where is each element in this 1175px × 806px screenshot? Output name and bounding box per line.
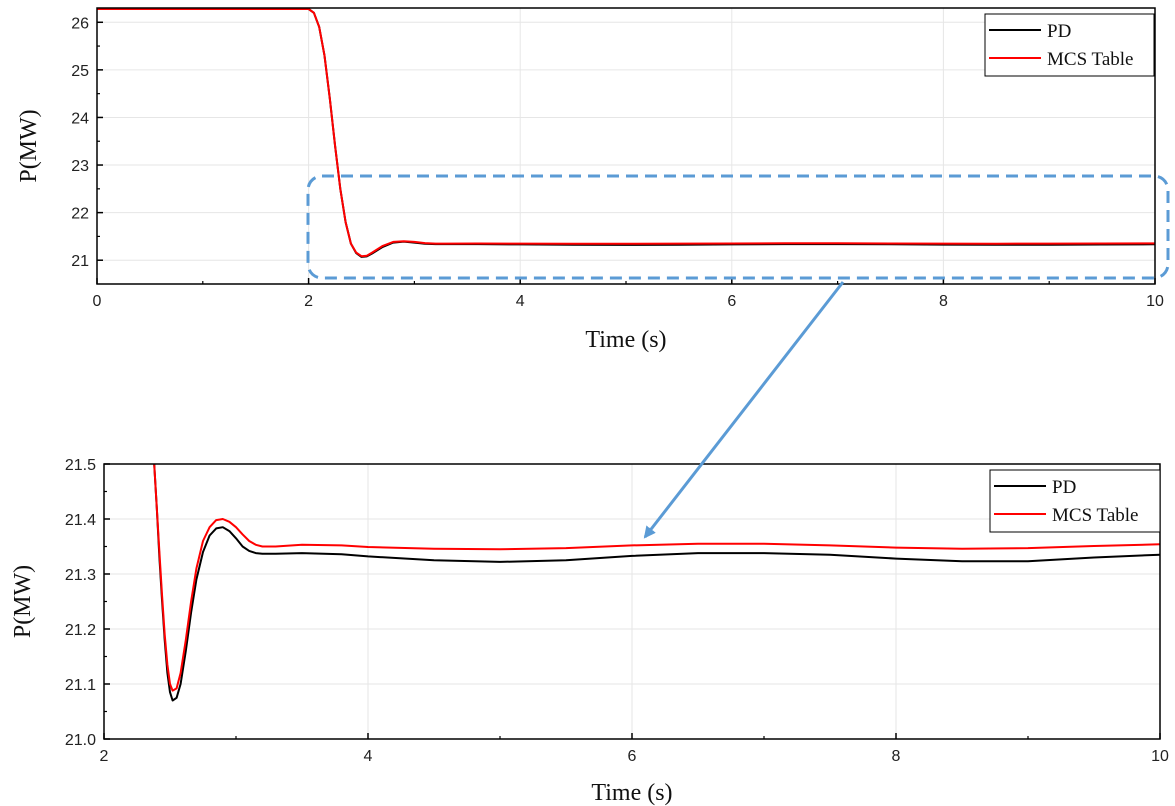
- top-series-line-mcs-table: [97, 8, 1155, 258]
- zoom-region-box: [306, 174, 1170, 280]
- bottom-series-line-mcs-table: [153, 464, 1160, 692]
- bottom-legend-box: [989, 469, 1161, 533]
- bottom-x-tick-label: 4: [364, 748, 373, 765]
- top-y-tick-label: 21: [71, 253, 89, 270]
- bottom-x-tick-label: 6: [628, 748, 637, 765]
- top-y-tick-label: 24: [71, 110, 89, 127]
- bottom-y-axis-title: P(MW): [10, 565, 36, 638]
- top-legend-label-mcs-table: MCS Table: [1047, 49, 1133, 70]
- top-y-tick-label: 26: [71, 15, 89, 32]
- bottom-x-tick-label: 2: [100, 748, 109, 765]
- top-y-axis-title: P(MW): [16, 109, 42, 182]
- bottom-ticks: 2 4 6 8 10 21.0 21.1 21.2 21.3 21.4 21.5: [65, 457, 1169, 765]
- top-legend-box: [984, 13, 1155, 77]
- top-series: [97, 8, 1155, 258]
- bottom-y-tick-label: 21.5: [65, 457, 96, 474]
- bottom-x-tick-label: 8: [892, 748, 901, 765]
- bottom-y-tick-label: 21.4: [65, 512, 96, 529]
- zoom-arrow: [643, 281, 845, 539]
- bottom-y-tick-label: 21.3: [65, 567, 96, 584]
- top-legend: PD MCS Table: [984, 13, 1155, 77]
- top-y-tick-label: 25: [71, 63, 89, 80]
- bottom-legend-label-pd: PD: [1052, 477, 1076, 498]
- top-x-tick-label: 4: [516, 293, 525, 310]
- top-x-tick-label: 10: [1146, 293, 1164, 310]
- bottom-y-tick-label: 21.1: [65, 677, 96, 694]
- top-y-tick-label: 23: [71, 158, 89, 175]
- bottom-x-axis-title: Time (s): [591, 780, 672, 806]
- bottom-legend-label-mcs-table: MCS Table: [1052, 505, 1138, 526]
- bottom-x-tick-label: 10: [1151, 748, 1169, 765]
- bottom-series: [153, 464, 1160, 702]
- top-x-tick-label: 6: [727, 293, 736, 310]
- top-x-tick-label: 2: [304, 293, 313, 310]
- bottom-y-tick-label: 21.0: [65, 732, 96, 749]
- bottom-legend: PD MCS Table: [989, 469, 1161, 533]
- top-y-tick-label: 22: [71, 206, 89, 223]
- top-x-tick-label: 8: [939, 293, 948, 310]
- top-x-axis-title: Time (s): [585, 327, 666, 353]
- top-x-tick-label: 0: [93, 293, 102, 310]
- bottom-y-tick-label: 21.2: [65, 622, 96, 639]
- bottom-series-line-pd: [153, 464, 1160, 702]
- top-legend-label-pd: PD: [1047, 21, 1071, 42]
